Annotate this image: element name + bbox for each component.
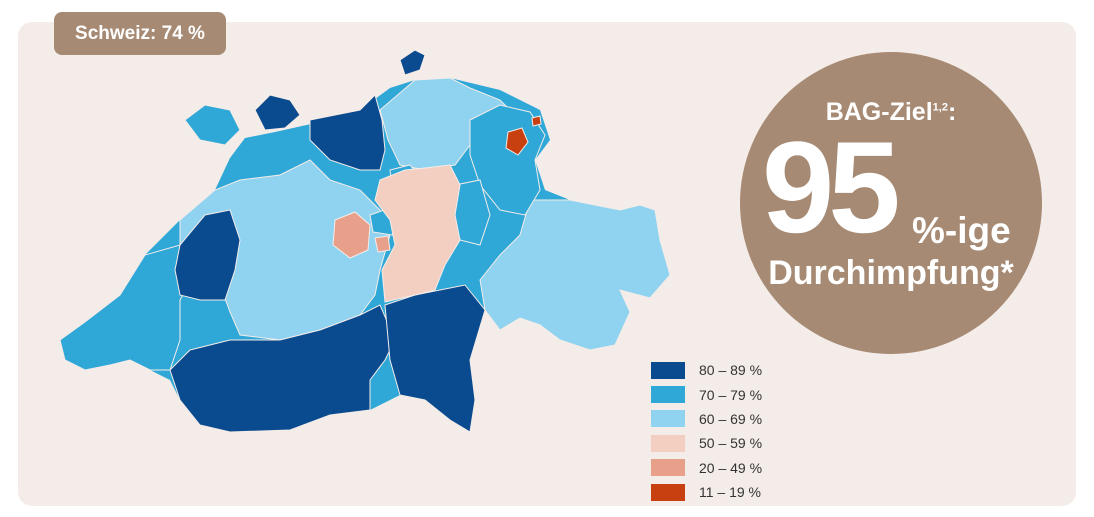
legend-label: 11 – 19 %	[699, 484, 762, 501]
canton-region-schaffhausen	[399, 49, 426, 76]
legend-item: 70 – 79 %	[651, 382, 762, 406]
legend-swatch	[651, 410, 685, 428]
legend-label: 80 – 89 %	[699, 362, 763, 379]
legend-swatch	[651, 483, 685, 501]
canton-region-obwalden	[332, 211, 371, 259]
legend-label: 50 – 59 %	[699, 435, 763, 452]
national-rate-label: Schweiz: 74 %	[75, 22, 205, 44]
goal-footnote: 1,2	[932, 101, 948, 114]
legend-label: 70 – 79 %	[699, 386, 763, 403]
legend-item: 50 – 59 %	[651, 431, 762, 455]
legend-item: 20 – 49 %	[651, 456, 762, 480]
goal-suffix: %-ige	[912, 210, 1011, 251]
canton-region-appenzell-ir	[505, 127, 529, 156]
goal-subline: Durchimpfung*	[768, 254, 1014, 292]
legend-swatch	[651, 459, 685, 477]
legend-label: 60 – 69 %	[699, 410, 763, 427]
switzerland-canton-map	[59, 49, 671, 433]
goal-label-colon: :	[947, 98, 957, 126]
goal-label: BAG-Ziel1,2:	[740, 98, 1042, 127]
canton-region-appenzell-small	[531, 115, 542, 127]
goal-label-text: BAG-Ziel	[825, 98, 933, 126]
legend-item: 80 – 89 %	[651, 358, 762, 382]
canton-region-ticino	[384, 284, 486, 433]
canton-region-uri-schwyz	[374, 164, 461, 303]
canton-region-fribourg	[174, 209, 241, 301]
canton-region-aargau	[309, 94, 386, 171]
legend-item: 11 – 19 %	[651, 480, 762, 504]
canton-region-graubuenden	[479, 199, 671, 351]
canton-region-small-salmon	[374, 235, 391, 253]
legend-swatch	[651, 434, 685, 452]
canton-region-st-gallen	[469, 104, 546, 216]
legend-label: 20 – 49 %	[699, 459, 763, 476]
bag-goal-circle: BAG-Ziel1,2: 95 %-ige Durchimpfung*	[740, 52, 1042, 354]
national-rate-badge: Schweiz: 74 %	[54, 12, 226, 55]
canton-region-jura	[184, 104, 241, 146]
legend-swatch	[651, 361, 685, 379]
legend-swatch	[651, 386, 685, 404]
map-legend: 80 – 89 % 70 – 79 % 60 – 69 % 50 – 59 % …	[651, 358, 762, 504]
canton-region-vaud	[59, 244, 201, 371]
canton-region-basel	[254, 94, 301, 131]
goal-number: 95	[762, 114, 901, 260]
legend-item: 60 – 69 %	[651, 407, 762, 431]
canton-region-valais	[169, 304, 396, 433]
